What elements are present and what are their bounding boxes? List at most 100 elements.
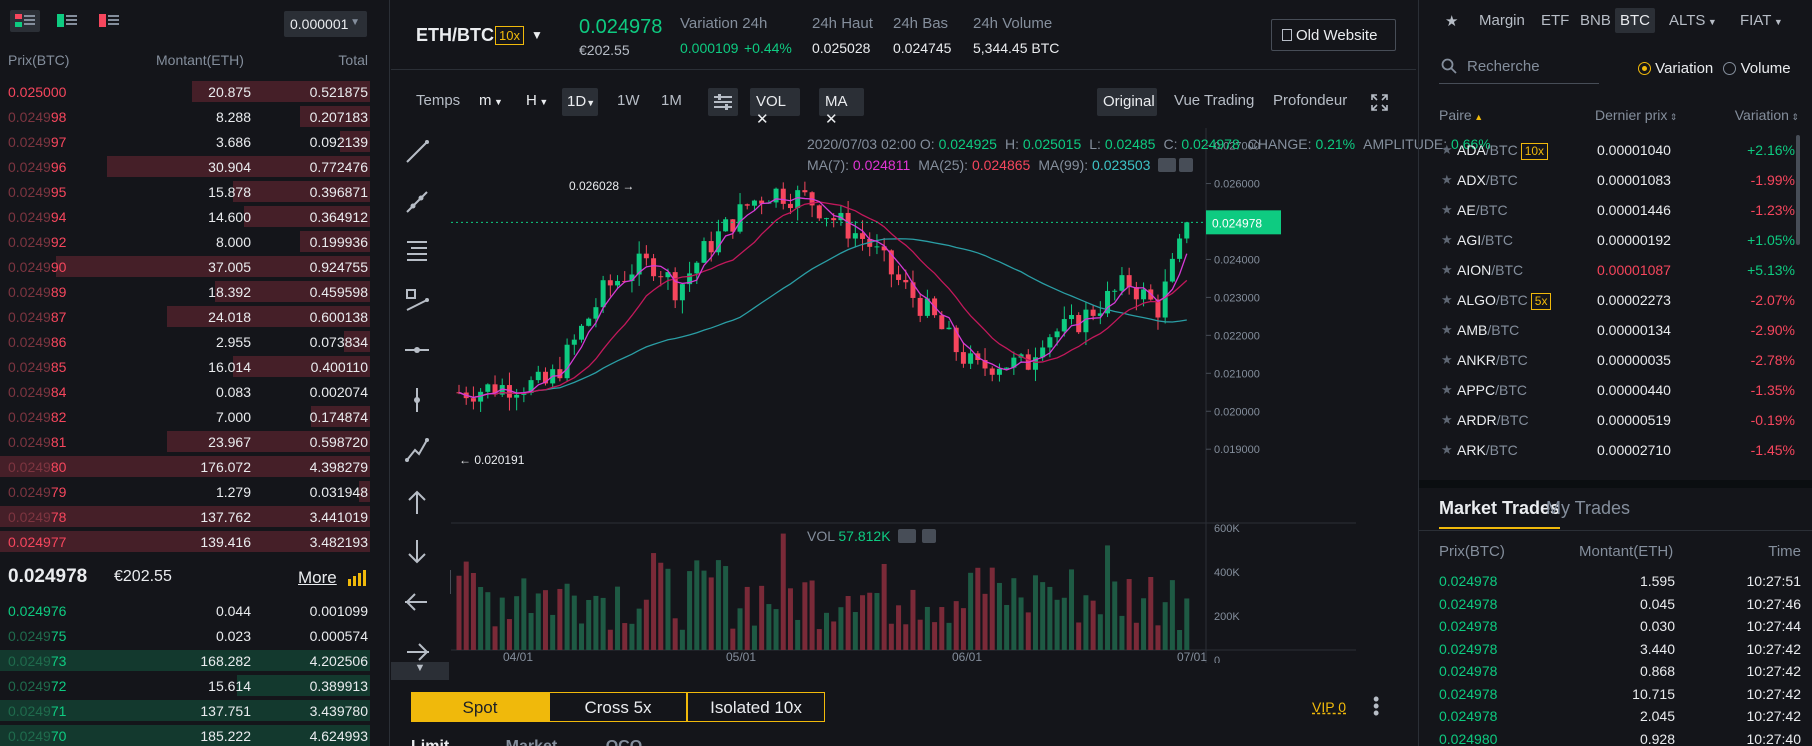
star-icon[interactable]: ★: [1441, 442, 1453, 457]
ray-tool-icon[interactable]: [405, 190, 429, 214]
pair-row[interactable]: ★ ADX/BTC 0.00001083 -1.99%: [1419, 165, 1799, 195]
tab-spot[interactable]: Spot: [411, 692, 549, 722]
path-tool-icon[interactable]: [405, 438, 429, 462]
tab-etf[interactable]: ETF: [1541, 12, 1570, 29]
col-change[interactable]: Variation ⇕: [1734, 107, 1799, 123]
tab-oco[interactable]: OCO: [606, 738, 642, 746]
vol-indicator-chip[interactable]: VOL ✕: [750, 88, 800, 128]
orderbook-row[interactable]: 0.024994 14.600 0.364912: [0, 204, 390, 229]
star-icon[interactable]: ★: [1441, 262, 1453, 277]
eye-icon[interactable]: [1158, 158, 1177, 172]
orderbook-row[interactable]: 0.024984 0.083 0.002074: [0, 379, 390, 404]
tab-margin[interactable]: Margin: [1479, 12, 1525, 29]
pairs-scrollbar[interactable]: [1796, 135, 1800, 245]
pair-row[interactable]: ★ ANKR/BTC 0.00000035 -2.78%: [1419, 345, 1799, 375]
settings-sliders-icon[interactable]: [708, 88, 738, 116]
pair-row[interactable]: ★ ALGO/BTC 5x 0.00002273 -2.07%: [1419, 285, 1799, 315]
orderbook-row[interactable]: 0.024995 15.878 0.396871: [0, 179, 390, 204]
orderbook-row[interactable]: 0.024979 1.279 0.031948: [0, 479, 390, 504]
radio-variation[interactable]: Variation: [1638, 60, 1713, 77]
pair-row[interactable]: ★ AE/BTC 0.00001446 -1.23%: [1419, 195, 1799, 225]
view-depth[interactable]: Profondeur: [1273, 92, 1348, 109]
pair-row[interactable]: ★ AMB/BTC 0.00000134 -2.90%: [1419, 315, 1799, 345]
arrow-left-icon[interactable]: [405, 590, 429, 614]
fullscreen-icon[interactable]: [1371, 94, 1388, 114]
tab-market-trades[interactable]: Market Trades: [1439, 498, 1561, 529]
view-original[interactable]: Original: [1097, 88, 1157, 116]
orderbook-row[interactable]: 0.024998 8.288 0.207183: [0, 104, 390, 129]
view-trading[interactable]: Vue Trading: [1174, 92, 1255, 109]
arrow-down-icon[interactable]: [405, 540, 429, 564]
pair-row[interactable]: ★ AION/BTC 0.00001087 +5.13%: [1419, 255, 1799, 285]
orderbook-row[interactable]: 0.024996 30.904 0.772476: [0, 154, 390, 179]
orderbook-row[interactable]: 0.024982 7.000 0.174874: [0, 404, 390, 429]
pair-row[interactable]: ★ AGI/BTC 0.00000192 +1.05%: [1419, 225, 1799, 255]
tab-bnb[interactable]: BNB: [1580, 12, 1611, 29]
market-search[interactable]: Recherche: [1439, 52, 1599, 84]
view-asks-icon[interactable]: [94, 10, 124, 32]
star-icon[interactable]: ★: [1441, 322, 1453, 337]
orderbook-row[interactable]: 0.024973 168.282 4.202506: [0, 648, 390, 673]
settings-icon[interactable]: [922, 529, 937, 543]
view-bids-icon[interactable]: [52, 10, 82, 32]
tab-market[interactable]: Market: [506, 738, 558, 746]
vertical-line-icon[interactable]: [405, 388, 429, 412]
tab-btc[interactable]: BTC: [1615, 8, 1655, 33]
pair-row[interactable]: ★ APPC/BTC 0.00000440 -1.35%: [1419, 375, 1799, 405]
tab-alts[interactable]: ALTS ▼: [1669, 12, 1717, 29]
hours-dropdown[interactable]: H ▼: [526, 92, 549, 109]
pair-dropdown-icon[interactable]: ▼: [531, 28, 543, 42]
tab-fiat[interactable]: FIAT ▼: [1740, 12, 1783, 29]
line-tool-icon[interactable]: [405, 140, 429, 164]
star-icon[interactable]: ★: [1441, 232, 1453, 247]
star-icon[interactable]: ★: [1441, 352, 1453, 367]
arrow-right-icon[interactable]: [405, 640, 429, 664]
orderbook-row[interactable]: 0.024981 23.967 0.598720: [0, 429, 390, 454]
more-vertical-icon[interactable]: • • •: [1373, 689, 1380, 723]
horizontal-line-icon[interactable]: [405, 338, 429, 362]
orderbook-row[interactable]: 0.024977 139.416 3.482193: [0, 529, 390, 554]
radio-volume[interactable]: Volume: [1723, 60, 1791, 77]
interval-1m[interactable]: 1M: [661, 92, 682, 109]
orderbook-row[interactable]: 0.024987 24.018 0.600138: [0, 304, 390, 329]
tab-cross[interactable]: Cross 5x: [549, 692, 687, 722]
minutes-dropdown[interactable]: m ▼: [479, 92, 503, 109]
orderbook-row[interactable]: 0.024989 18.392 0.459598: [0, 279, 390, 304]
settings-icon[interactable]: [1179, 158, 1194, 172]
col-last-price[interactable]: Dernier prix ⇕: [1595, 107, 1678, 123]
price-chart[interactable]: 0.0270000.0260000.0250000.0240000.023000…: [451, 128, 1356, 663]
close-icon[interactable]: ✕: [756, 111, 769, 128]
orderbook-row[interactable]: 0.024986 2.955 0.073834: [0, 329, 390, 354]
favorites-star-icon[interactable]: ★: [1445, 13, 1459, 30]
fib-tool-icon[interactable]: [405, 238, 429, 262]
orderbook-row[interactable]: 0.025000 20.875 0.521875: [0, 79, 390, 104]
old-website-button[interactable]: Old Website: [1271, 19, 1396, 51]
tab-limit[interactable]: Limit: [411, 738, 449, 746]
precision-select[interactable]: 0.000001 ▼: [284, 11, 367, 37]
star-icon[interactable]: ★: [1441, 292, 1453, 307]
orderbook-row[interactable]: 0.024990 37.005 0.924755: [0, 254, 390, 279]
tab-isolated[interactable]: Isolated 10x: [687, 692, 825, 722]
interval-1d[interactable]: 1D▼: [562, 88, 598, 116]
ma-indicator-chip[interactable]: MA ✕: [819, 88, 864, 128]
close-icon[interactable]: ✕: [825, 111, 838, 128]
orderbook-row[interactable]: 0.024985 16.014 0.400110: [0, 354, 390, 379]
pair-row[interactable]: ★ ARK/BTC 0.00002710 -1.45%: [1419, 435, 1799, 465]
eye-icon[interactable]: [898, 529, 917, 543]
orderbook-row[interactable]: 0.024976 0.044 0.001099: [0, 598, 390, 623]
orderbook-row[interactable]: 0.024972 15.614 0.389913: [0, 673, 390, 698]
orderbook-row[interactable]: 0.024975 0.023 0.000574: [0, 623, 390, 648]
tab-my-trades[interactable]: My Trades: [1546, 498, 1631, 518]
pair-row[interactable]: ★ ADA/BTC 10x 0.00001040 +2.16%: [1419, 135, 1799, 165]
orderbook-row[interactable]: 0.024992 8.000 0.199936: [0, 229, 390, 254]
orderbook-row[interactable]: 0.024980 176.072 4.398279: [0, 454, 390, 479]
pair-name[interactable]: ETH/BTC: [416, 25, 494, 45]
col-pair[interactable]: Paire ▲: [1439, 107, 1484, 123]
arrow-up-icon[interactable]: [405, 490, 429, 514]
pair-row[interactable]: ★ ARDR/BTC 0.00000519 -0.19%: [1419, 405, 1799, 435]
more-link[interactable]: More: [298, 568, 337, 587]
tools-collapse-icon[interactable]: ▼: [391, 662, 449, 680]
star-icon[interactable]: ★: [1441, 172, 1453, 187]
orderbook-row[interactable]: 0.024997 3.686 0.092139: [0, 129, 390, 154]
pattern-tool-icon[interactable]: [405, 288, 429, 312]
